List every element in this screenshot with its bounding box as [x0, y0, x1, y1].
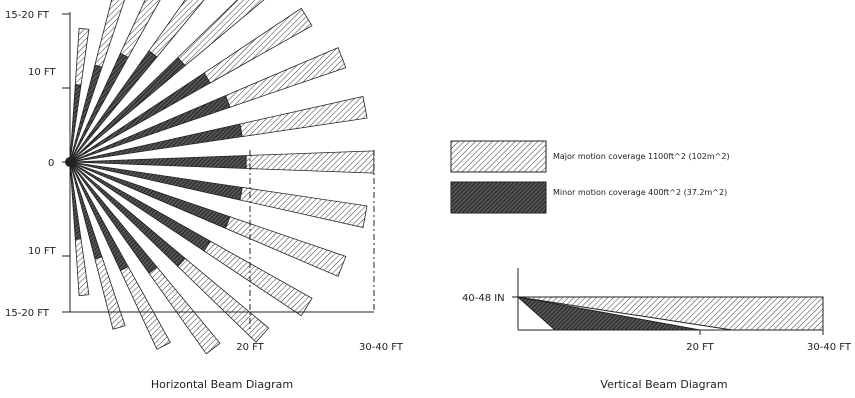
vertical-x-label-far: 30-40 FT: [807, 342, 852, 353]
beam-major-segment: [119, 0, 161, 58]
beam-major-segment: [224, 47, 347, 108]
beam-major-segment: [119, 266, 171, 350]
legend-minor-label: Minor motion coverage 400ft^2 (37.2m^2): [553, 188, 727, 197]
legend-major-label: Major motion coverage 1100ft^2 (102m^2): [553, 152, 730, 161]
vertical-y-label: 40-48 IN: [462, 293, 505, 304]
y-label-top: 15-20 FT: [5, 10, 50, 21]
y-label-bottom: 15-20 FT: [5, 308, 50, 319]
beam-major-segment: [245, 150, 375, 174]
vertical-beam-diagram: 40-48 IN 20 FT 30-40 FT Vertical Beam Di…: [462, 268, 852, 391]
horizontal-caption: Horizontal Beam Diagram: [151, 378, 293, 391]
beam-major-segment: [177, 0, 265, 67]
beam-major-segment: [224, 216, 347, 277]
vertical-x-label-mid: 20 FT: [686, 342, 714, 353]
y-label-center: 0: [48, 158, 54, 169]
beam-major-segment: [203, 240, 313, 317]
beam-major-segment: [148, 266, 221, 355]
beam-fan: [65, 0, 375, 355]
vertical-caption: Vertical Beam Diagram: [600, 378, 727, 391]
legend-major-swatch: [450, 140, 547, 173]
x-label-far: 30-40 FT: [359, 342, 404, 353]
horizontal-beam-diagram: 15-20 FT 10 FT 0 10 FT 15-20 FT 20 FT 30…: [5, 0, 404, 391]
beam-major-segment: [148, 0, 205, 58]
beam-major-segment: [94, 256, 126, 330]
legend-minor-swatch: [450, 181, 547, 214]
x-label-mid: 20 FT: [236, 342, 264, 353]
y-label-lower: 10 FT: [28, 246, 56, 257]
beam-major-segment: [239, 186, 368, 228]
beam-major-segment: [94, 0, 125, 68]
legend: Major motion coverage 1100ft^2 (102m^2) …: [450, 140, 730, 214]
beam-major-segment: [74, 27, 90, 86]
beam-major-segment: [74, 238, 90, 297]
beam-major-segment: [177, 257, 270, 343]
beam-major-segment: [203, 7, 313, 84]
y-label-upper: 10 FT: [28, 67, 56, 78]
beam-major-segment: [239, 96, 368, 138]
